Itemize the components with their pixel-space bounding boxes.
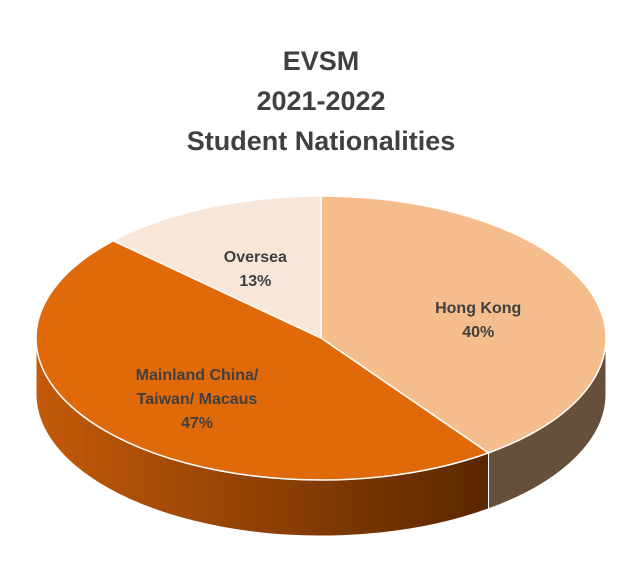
- data-label: Hong Kong 40%: [403, 297, 553, 345]
- chart-title: Student Nationalities: [186, 126, 456, 156]
- data-label: Oversea 13%: [180, 246, 330, 294]
- slice-name: Oversea: [223, 249, 287, 267]
- slice-value: 40%: [462, 323, 495, 341]
- pie-slice: [111, 195, 322, 340]
- chart-title: EVSM: [282, 46, 360, 76]
- data-label: Mainland China/ Taiwan/ Macaus 47%: [122, 364, 272, 436]
- chart-title: 2021-2022: [256, 86, 386, 116]
- slice-name: Mainland China/ Taiwan/ Macaus: [135, 367, 259, 409]
- slice-name: Hong Kong: [435, 299, 522, 317]
- slice-value: 47%: [180, 415, 214, 433]
- slice-value: 13%: [239, 273, 272, 291]
- pie-slice: [35, 239, 491, 481]
- pie-slice: [320, 195, 607, 454]
